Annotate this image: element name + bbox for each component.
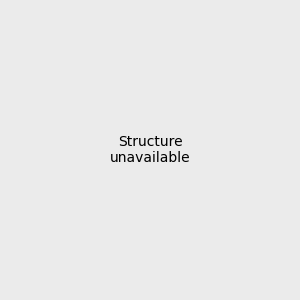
Text: Structure
unavailable: Structure unavailable — [110, 135, 190, 165]
